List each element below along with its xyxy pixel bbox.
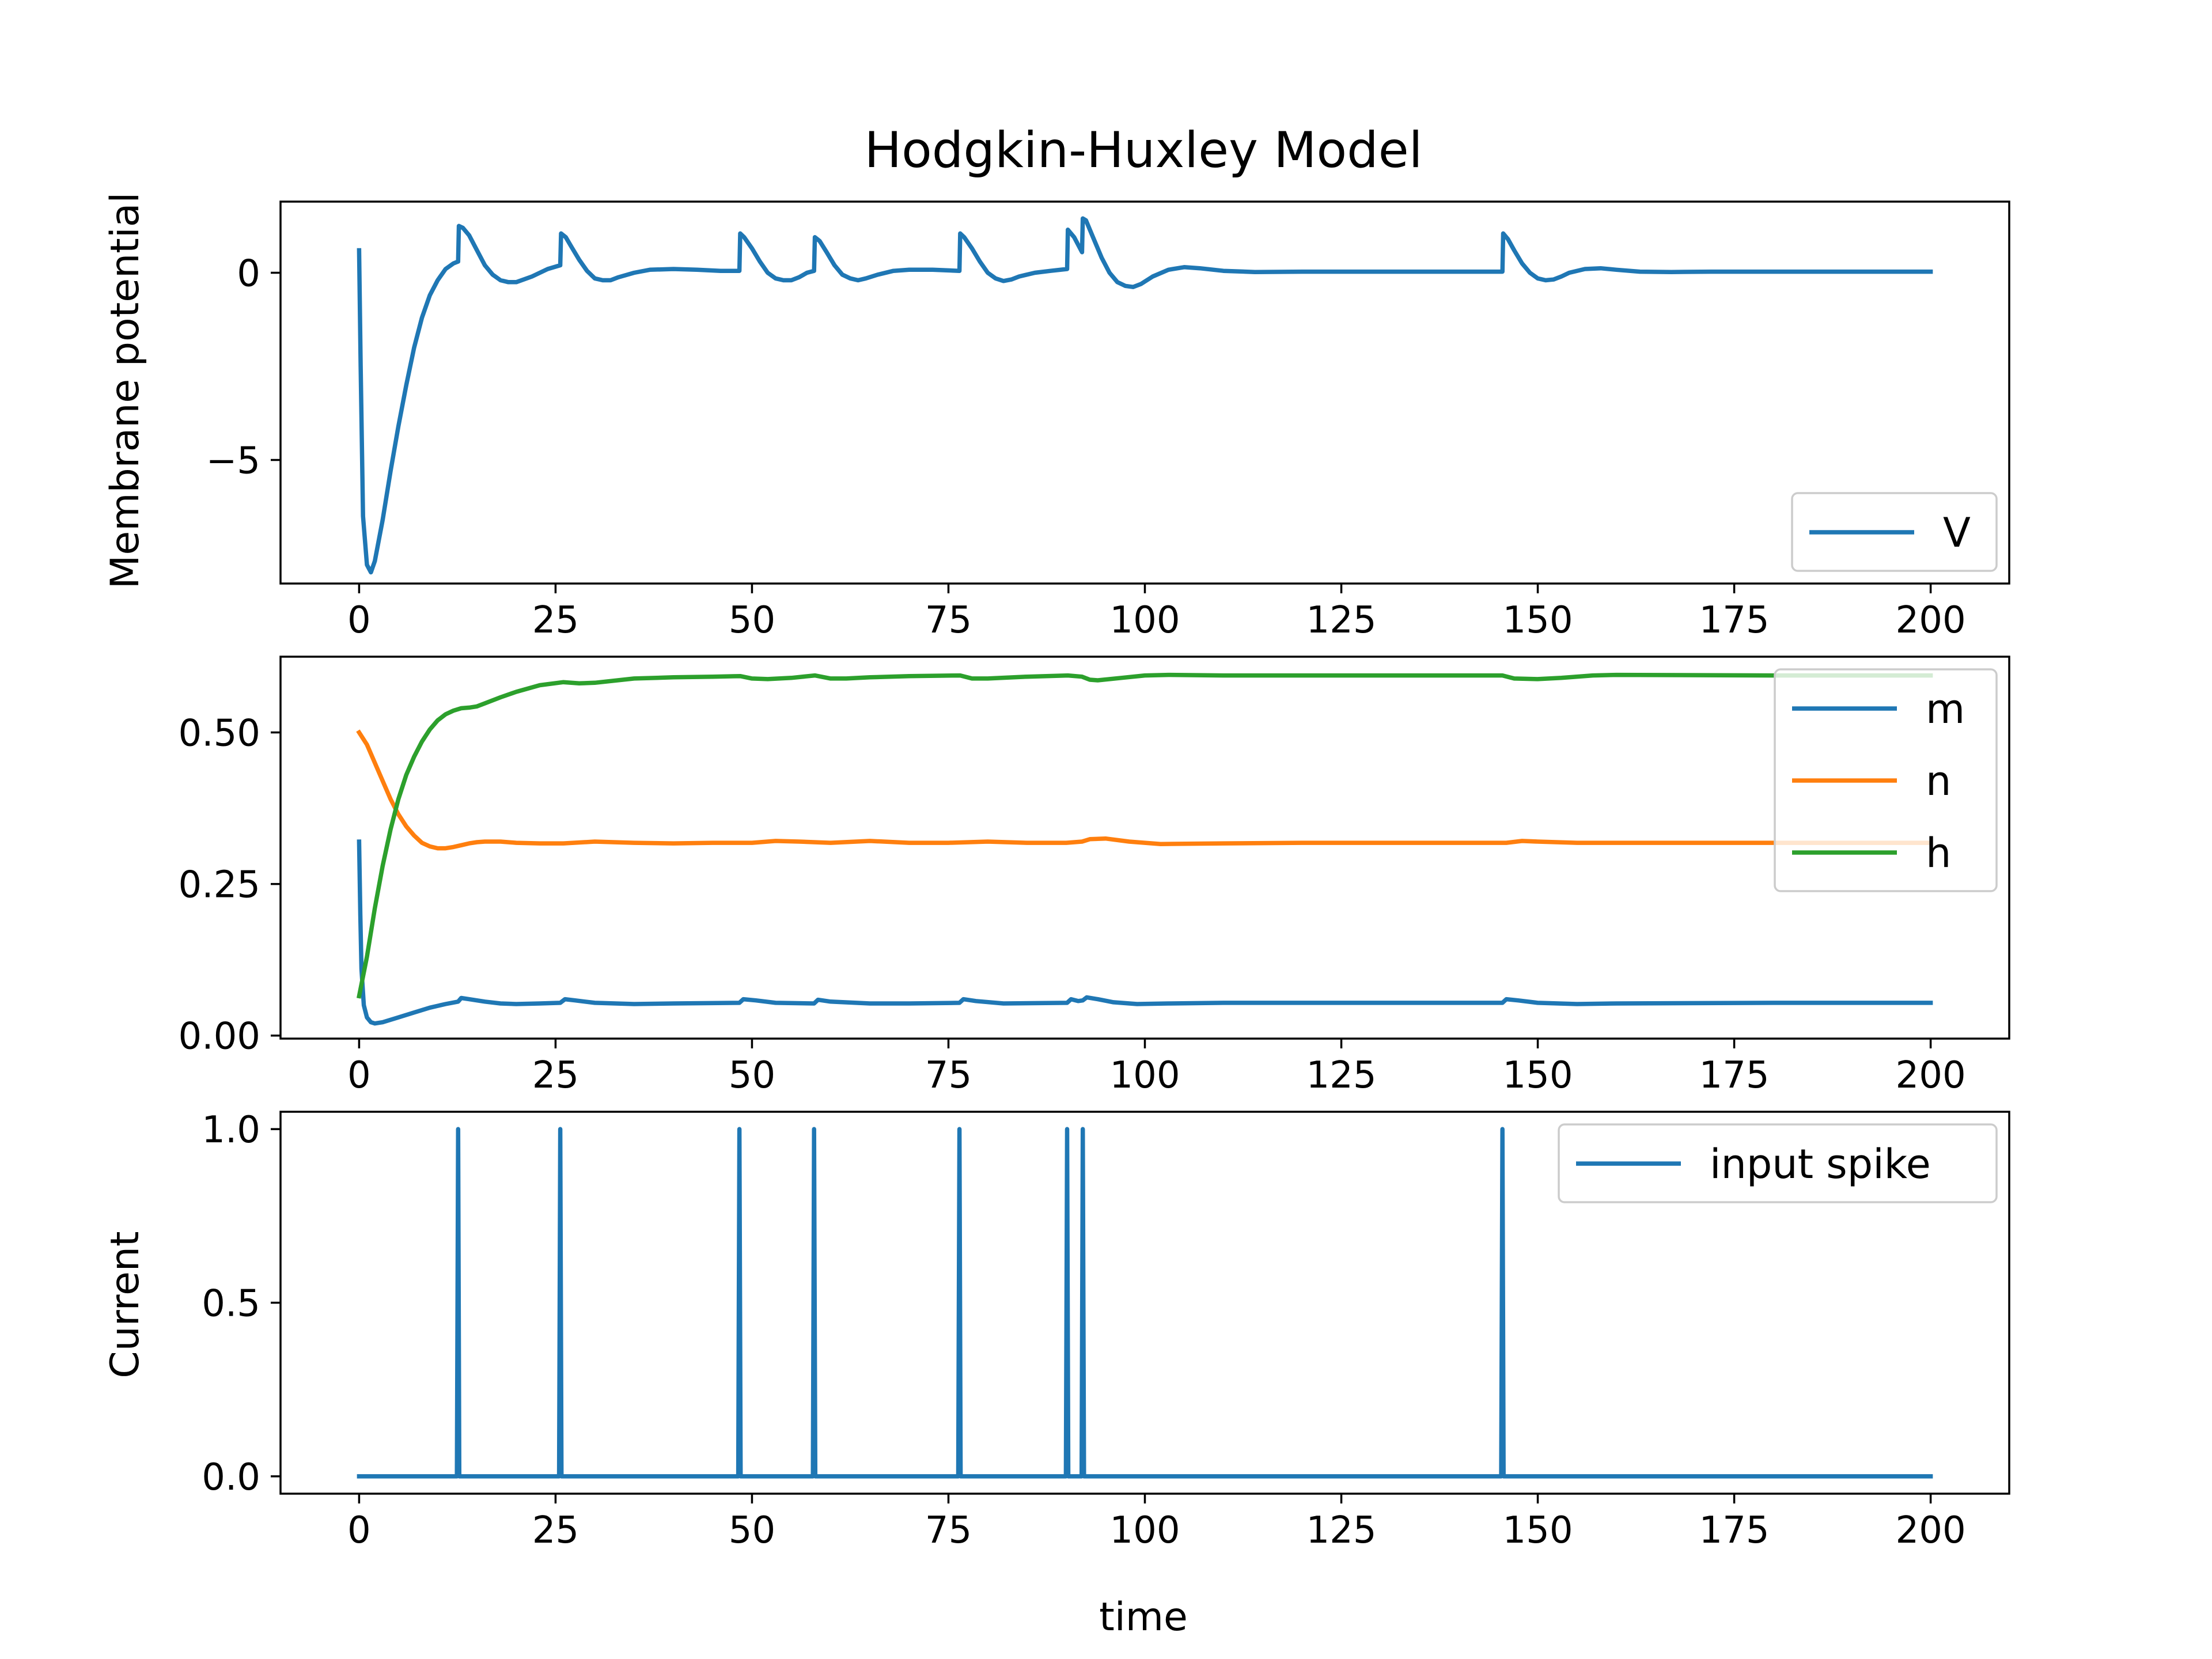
x-tick-label: 125 — [1306, 1054, 1376, 1097]
y-tick-label: 1.0 — [202, 1109, 260, 1152]
x-tick-label: 150 — [1502, 1054, 1573, 1097]
x-tick-label: 0 — [347, 1054, 371, 1097]
x-tick-label: 50 — [729, 599, 775, 642]
y-tick-label: 0.0 — [202, 1456, 260, 1499]
x-tick-label: 200 — [1896, 599, 1966, 642]
y-tick-label: 0.50 — [179, 713, 261, 755]
panel-1-plot: 0 25 50 75 100 125 150 175 200 0 −5 V — [206, 200, 2010, 642]
x-tick-label: 150 — [1502, 1509, 1573, 1552]
series-line-n — [356, 729, 1933, 851]
x-tick-label: 200 — [1896, 1054, 1966, 1097]
x-tick-label: 175 — [1699, 1509, 1769, 1552]
series-line-input-spike — [357, 1127, 1933, 1479]
legend-label: V — [1943, 509, 1971, 556]
x-tick-label: 125 — [1306, 599, 1376, 642]
legend-label: h — [1926, 830, 1951, 877]
y-tick-label: −5 — [206, 440, 260, 483]
x-tick-label: 125 — [1306, 1509, 1376, 1552]
y-tick-label: 0.5 — [202, 1283, 260, 1325]
series-line-h — [356, 672, 1933, 999]
panel-input-current: Current time 0 25 50 75 100 125 150 175 200 0.0 0.… — [103, 1109, 2010, 1640]
x-tick-label: 175 — [1699, 1054, 1769, 1097]
y-tick-label: 0 — [237, 253, 260, 296]
panel-3-plot: 0 25 50 75 100 125 150 175 200 0.0 0.5 1.0 input spi… — [202, 1109, 2010, 1552]
legend-label: input spike — [1710, 1141, 1931, 1188]
x-tick-label: 75 — [925, 1509, 972, 1552]
panel-2-plot: 0 25 50 75 100 125 150 175 200 0.00 0.25 0.50 mnh — [179, 656, 2010, 1097]
x-axis-label-time: time — [1099, 1594, 1188, 1640]
x-tick-label: 175 — [1699, 599, 1769, 642]
y-axis-label-membrane-potential: Membrane potential — [103, 192, 148, 589]
x-tick-label: 75 — [925, 1054, 972, 1097]
x-tick-label: 200 — [1896, 1509, 1966, 1552]
x-tick-label: 25 — [532, 1054, 579, 1097]
panel-gating-variables: 0 25 50 75 100 125 150 175 200 0.00 0.25 0.50 mnh — [179, 656, 2010, 1097]
legend-label: m — [1926, 685, 1965, 733]
x-tick-label: 100 — [1109, 1054, 1180, 1097]
x-tick-label: 150 — [1502, 599, 1573, 642]
x-tick-label: 50 — [729, 1509, 775, 1552]
x-tick-label: 75 — [925, 599, 972, 642]
x-tick-label: 0 — [347, 1509, 371, 1552]
panel-membrane-potential: Hodgkin-Huxley Model Membrane potential … — [103, 122, 2010, 642]
legend-label: n — [1926, 757, 1951, 805]
legend-box — [1558, 1123, 1998, 1203]
x-tick-label: 100 — [1109, 599, 1180, 642]
x-tick-label: 50 — [729, 1054, 775, 1097]
x-tick-label: 25 — [532, 599, 579, 642]
x-tick-label: 0 — [347, 599, 371, 642]
series-line-V — [357, 216, 1933, 575]
x-tick-label: 100 — [1109, 1509, 1180, 1552]
series-line-m — [357, 839, 1933, 1026]
y-tick-label: 0.25 — [179, 864, 261, 907]
x-tick-label: 25 — [532, 1509, 579, 1552]
y-tick-label: 0.00 — [179, 1016, 261, 1058]
chart-title: Hodgkin-Huxley Model — [864, 122, 1422, 179]
y-axis-label-current: Current — [103, 1231, 148, 1378]
